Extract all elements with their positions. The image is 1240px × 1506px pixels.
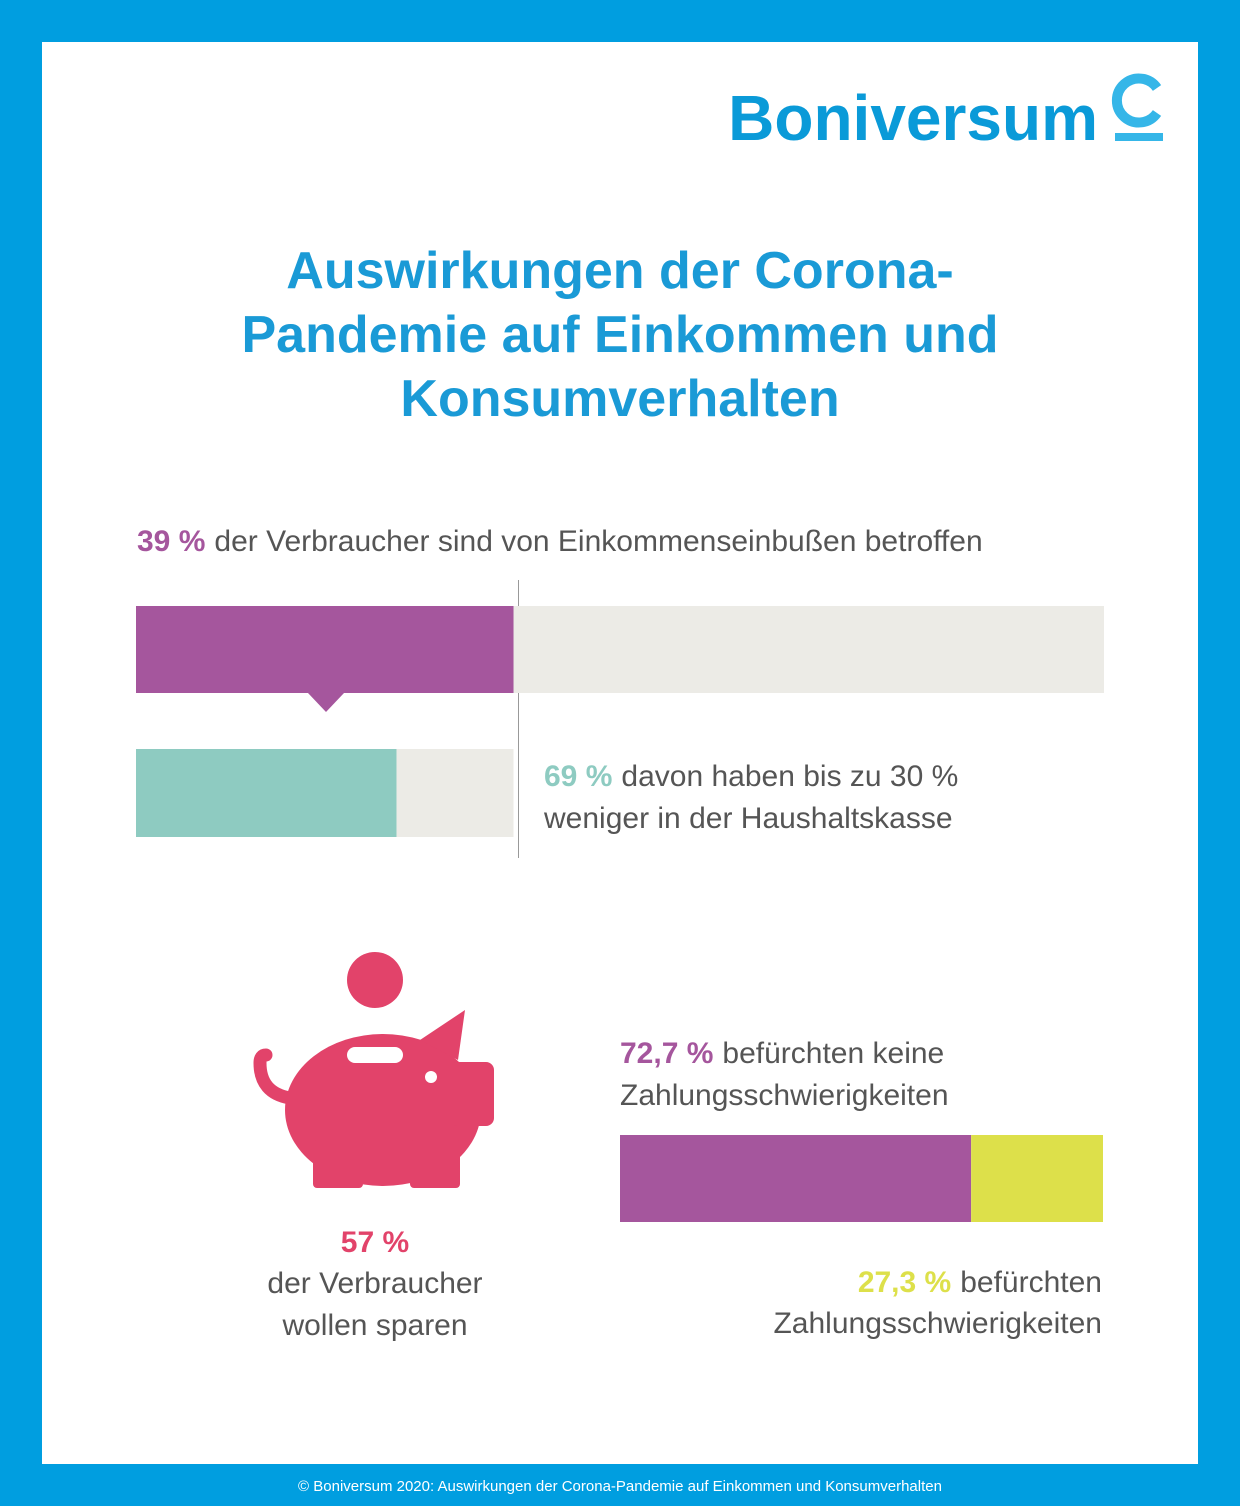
stat-label: der Verbraucher sind von Einkommenseinbu… bbox=[214, 525, 982, 558]
stat-label: Zahlungsschwierigkeiten bbox=[773, 1307, 1102, 1340]
stat-label: weniger in der Haushaltskasse bbox=[543, 802, 953, 835]
stat: 39 % bbox=[137, 525, 205, 558]
footer: © Boniversum 2020: Auswirkungen der Coro… bbox=[298, 1478, 942, 1495]
logo-icon-bar bbox=[1115, 133, 1163, 141]
stat-text: 27,3 % befürchten bbox=[858, 1266, 1102, 1299]
stat-label: davon haben bis zu 30 % bbox=[621, 760, 958, 793]
stat: 57 % bbox=[341, 1226, 409, 1259]
logo-icon bbox=[1111, 73, 1162, 128]
title: Auswirkungen der Corona- bbox=[286, 242, 953, 300]
stat-text: 72,7 % befürchten keine bbox=[620, 1037, 944, 1070]
logo: Boniversum bbox=[728, 82, 1098, 154]
stat-label: befürchten keine bbox=[722, 1037, 944, 1070]
bar bbox=[971, 1135, 1103, 1222]
stat: 72,7 % bbox=[620, 1037, 713, 1070]
stat-text: 39 % der Verbraucher sind von Einkommense… bbox=[137, 525, 983, 558]
title: Konsumverhalten bbox=[400, 370, 839, 428]
stat: 69 % bbox=[544, 760, 612, 793]
stat-label: wollen sparen bbox=[281, 1309, 467, 1342]
piggy-bank bbox=[253, 952, 494, 1188]
title: Pandemie auf Einkommen und bbox=[241, 306, 998, 364]
bar bbox=[136, 606, 514, 693]
bar bbox=[620, 1135, 972, 1222]
stat: 27,3 % bbox=[858, 1266, 951, 1299]
stat-label: Zahlungsschwierigkeiten bbox=[620, 1079, 949, 1112]
pointer bbox=[308, 693, 344, 712]
stat-label: der Verbraucher bbox=[267, 1267, 482, 1300]
bar bbox=[136, 749, 397, 837]
stat-text: 69 % davon haben bis zu 30 % bbox=[544, 760, 958, 793]
stat-label: befürchten bbox=[960, 1266, 1102, 1299]
